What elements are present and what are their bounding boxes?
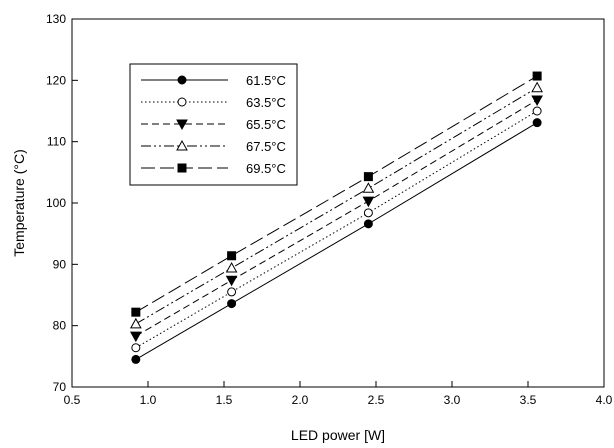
x-tick-label: 3.5	[520, 393, 537, 407]
legend-item: 67.5°C	[141, 139, 286, 154]
series-2	[131, 106, 542, 353]
y-tick-label: 90	[53, 257, 67, 271]
series-1	[131, 118, 542, 364]
x-tick-label: 2.5	[368, 393, 385, 407]
series-line	[135, 75, 538, 313]
legend-label: 69.5°C	[246, 161, 286, 176]
data-point	[227, 251, 237, 261]
legend-item: 69.5°C	[141, 161, 286, 176]
legend-item: 65.5°C	[141, 117, 286, 132]
series-line	[135, 99, 538, 337]
legend-label: 61.5°C	[246, 73, 286, 88]
data-point	[129, 317, 142, 329]
data-point	[363, 208, 373, 218]
x-tick-label: 3.0	[444, 393, 461, 407]
legend: 61.5°C 63.5°C 65.5°C 67.5°C 69.5°C	[129, 63, 298, 186]
data-point	[531, 81, 543, 93]
data-point	[531, 95, 543, 106]
data-point	[363, 219, 373, 229]
series-layer	[129, 71, 543, 364]
data-point	[225, 261, 238, 273]
x-tick-label: 1.5	[216, 393, 233, 407]
y-axis-label: Temperature (°C)	[11, 149, 27, 257]
y-tick-label: 80	[53, 319, 67, 333]
data-point	[227, 287, 237, 297]
legend-item: 63.5°C	[141, 95, 286, 110]
x-tick-label: 4.0	[596, 393, 613, 407]
legend-label: 67.5°C	[246, 139, 286, 154]
data-point	[131, 354, 141, 364]
data-point	[362, 182, 375, 193]
y-axis: 70 80 90 100 110 120 130	[46, 12, 78, 394]
series-4	[129, 81, 543, 329]
legend-marker	[176, 119, 188, 131]
legend-label: 65.5°C	[246, 117, 286, 132]
y-tick-label: 110	[47, 135, 66, 149]
series-3	[129, 95, 543, 343]
legend-label: 63.5°C	[246, 95, 286, 110]
data-point	[131, 307, 141, 317]
legend-marker	[177, 75, 187, 85]
x-tick-label: 0.5	[64, 393, 81, 407]
data-point	[363, 172, 373, 182]
data-point	[362, 196, 375, 208]
data-point	[532, 118, 542, 128]
x-tick-label: 2.0	[292, 393, 309, 407]
y-tick-label: 100	[46, 196, 66, 210]
legend-marker	[177, 97, 187, 107]
legend-marker	[176, 139, 188, 151]
data-point	[227, 299, 237, 309]
x-axis: 0.5 1.0 1.5 2.0 2.5 3.0 3.5 4.0	[64, 381, 613, 407]
data-point	[532, 106, 542, 116]
y-tick-label: 130	[46, 12, 66, 26]
data-point	[532, 71, 542, 81]
data-point	[131, 343, 141, 353]
y-tick-label: 70	[53, 380, 67, 394]
y-tick-label: 120	[46, 73, 66, 87]
data-point	[225, 275, 238, 287]
series-line	[135, 87, 538, 325]
legend-marker	[177, 163, 187, 173]
legend-item: 61.5°C	[141, 73, 286, 88]
data-point	[129, 331, 142, 343]
series-line	[135, 122, 538, 360]
series-5	[131, 71, 542, 317]
x-tick-label: 1.0	[140, 393, 157, 407]
x-axis-label: LED power [W]	[291, 427, 385, 443]
